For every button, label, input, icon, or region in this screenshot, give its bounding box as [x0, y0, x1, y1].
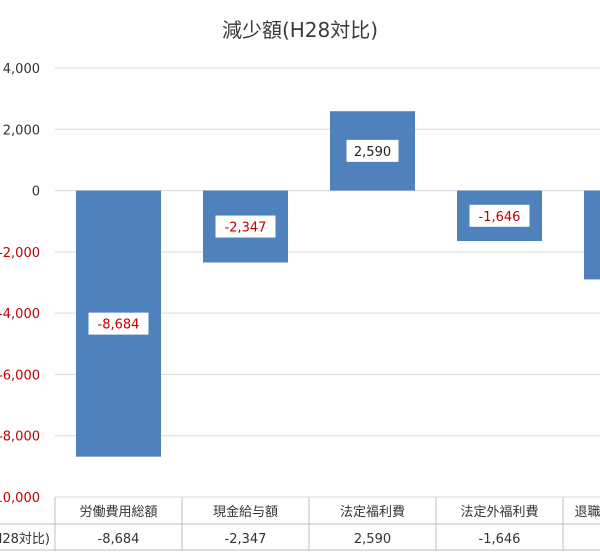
data-label-box [215, 215, 276, 238]
category-label: 労働費用総額 [79, 505, 157, 520]
data-label-box [469, 204, 530, 227]
y-tick-label: -8,000 [0, 430, 40, 445]
y-tick-label: -6,000 [0, 368, 40, 383]
data-label: 2,590 [354, 145, 391, 160]
data-label: -1,646 [479, 210, 521, 225]
data-label-box [88, 312, 149, 335]
category-label: 法定外福利費 [460, 505, 538, 520]
y-tick-label: 4,000 [3, 62, 40, 77]
category-label: 退職給付等の費用 [574, 504, 600, 520]
chart-title: 減少額(H28対比) [221, 18, 379, 42]
table-value: -8,684 [98, 532, 140, 547]
category-label: 現金給与額 [213, 504, 278, 520]
y-tick-label: -4,000 [0, 307, 40, 322]
table-value: -2,347 [225, 532, 267, 547]
bar [584, 190, 600, 280]
y-tick-label: 0 [32, 185, 40, 200]
data-label: -8,684 [98, 318, 140, 333]
data-label-box [346, 139, 399, 162]
y-tick-label: -10,000 [0, 491, 40, 506]
table-value: 2,590 [354, 532, 391, 547]
table-row-label: 減少額(H28対比) [0, 531, 50, 547]
category-label: 法定福利費 [340, 505, 405, 520]
y-tick-label: 2,000 [3, 123, 40, 138]
data-label: -2,347 [225, 221, 267, 236]
y-tick-label: -2,000 [0, 246, 40, 261]
table-value: -1,646 [479, 532, 521, 547]
